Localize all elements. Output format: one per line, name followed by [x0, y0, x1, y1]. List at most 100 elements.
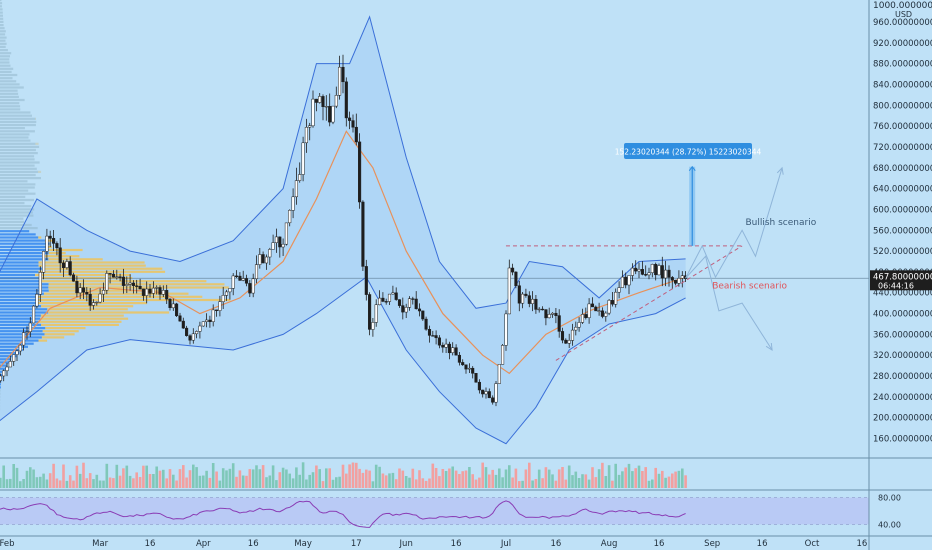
volume-profile-bar-up [0, 230, 30, 233]
volume-bar-up [308, 474, 311, 488]
volume-profile-bar-up [0, 255, 43, 258]
candle-up [627, 275, 631, 286]
candle-up [38, 272, 42, 295]
time-axis[interactable]: Feb Mar 16 Apr 16 May 17 Jun 16 Jul 16 Aug 16 Sep 16 Oc… [0, 539, 867, 549]
volume-profile-bar-up [0, 223, 32, 227]
price-tick-label: 360.00000000 [873, 330, 932, 340]
volume-bar-up [45, 479, 49, 488]
candle-up [32, 305, 36, 324]
candle-up [291, 196, 295, 211]
candle-up [198, 325, 202, 332]
price-axis[interactable]: 1000.00000000 USD 960.00000000 920.000000… [873, 1, 932, 445]
volume-bar-up [19, 481, 22, 488]
candle-down [517, 285, 521, 304]
volume-profile-bar-up [0, 186, 35, 189]
volume-bar-down [142, 465, 145, 488]
volume-profile-bar-up [0, 236, 39, 239]
volume-bar-down [75, 465, 79, 488]
volume-bar-up [192, 464, 195, 488]
volume-profile-bar-up [0, 92, 19, 95]
volume-bar-up [125, 465, 129, 488]
volume-bar-down [478, 477, 481, 488]
price-tick-label: 920.00000000 [873, 39, 932, 49]
volume-profile-bar-up [0, 2, 3, 5]
candle-up [444, 343, 448, 348]
candle-down [131, 282, 135, 286]
volume-profile-bar-up [0, 55, 10, 58]
volume-bar-up [29, 467, 32, 488]
candle-down [354, 126, 358, 143]
volume-bar-down [474, 479, 478, 488]
candle-down [85, 292, 89, 295]
candle-down [261, 254, 265, 264]
volume-bar-down [112, 478, 115, 488]
volume-profile-bar-up [0, 133, 30, 136]
volume-bar-down [544, 467, 548, 488]
volume-profile-bar-up [0, 245, 49, 248]
volume-profile-bar-up [0, 233, 36, 236]
candle-up [155, 287, 159, 289]
time-tick-label: Sep [704, 539, 720, 549]
candle-up [274, 236, 278, 243]
candle-up [650, 264, 654, 273]
volume-bar-down [321, 481, 325, 488]
volume-bar-down [458, 474, 461, 488]
candle-up [507, 267, 511, 315]
price-tick-label: 400.00000000 [873, 310, 932, 320]
candle-up [301, 142, 305, 175]
volume-bar-up [504, 469, 508, 488]
volume-bar-down [601, 462, 604, 488]
candle-up [78, 287, 82, 294]
candle-up [521, 293, 525, 304]
bearish-scenario-label: Bearish scenario [712, 282, 787, 292]
candle-up [371, 322, 375, 330]
candle-up [241, 278, 245, 281]
time-tick-label: 16 [654, 539, 665, 549]
volume-bar-up [268, 475, 272, 488]
candle-up [151, 287, 155, 294]
bullish-arrowhead [776, 166, 784, 175]
volume-bar-down [328, 468, 331, 488]
candle-down [351, 120, 355, 128]
measure-arrowhead [688, 165, 696, 172]
volume-bar-up [265, 477, 268, 488]
candle-down [667, 269, 671, 278]
volume-bar-down [185, 477, 188, 488]
candle-down [58, 247, 62, 264]
candle-up [531, 298, 535, 304]
candle-up [45, 235, 49, 252]
volume-profile-bar-down [38, 298, 231, 302]
price-axis-top-label: 1000.00000000 [873, 1, 932, 11]
candle-up [271, 242, 275, 250]
volume-bar-up [255, 465, 258, 488]
volume-profile-bar-up [0, 77, 13, 80]
volume-profile-bar-down [40, 317, 129, 320]
volume-bar-down [524, 469, 528, 488]
volume-profile-bar-up [0, 167, 37, 170]
candle-down [188, 335, 192, 341]
current-price-tag [870, 270, 932, 291]
candle-down [491, 397, 495, 403]
volume-bar-down [454, 470, 458, 488]
volume-profile-bar-up [0, 348, 23, 351]
candle-down [534, 298, 538, 310]
volume-bar-up [305, 479, 308, 488]
price-tick-label: 840.00000000 [873, 81, 932, 91]
volume-bar-up [228, 468, 232, 488]
volume-profile-bar-up [0, 177, 41, 180]
volume-profile-bar-up [0, 173, 36, 177]
volume-profile-bar-down [38, 264, 146, 267]
measure-label-text: 152.23020344 (28.72%) 15223020344 [615, 148, 762, 157]
bollinger-band-fill [0, 16, 686, 444]
candle-down [244, 278, 249, 284]
candle-down [454, 347, 458, 356]
volume-bar-down [235, 476, 238, 488]
candle-up [630, 267, 634, 276]
volume-profile-bar-up [0, 49, 8, 52]
main-plot-area[interactable] [0, 0, 869, 445]
volume-profile-bar-up [0, 20, 4, 23]
volume-profile-bar-down [42, 267, 163, 270]
price-tick-label: 800.00000000 [873, 101, 932, 111]
volume-bar-up [501, 477, 504, 488]
